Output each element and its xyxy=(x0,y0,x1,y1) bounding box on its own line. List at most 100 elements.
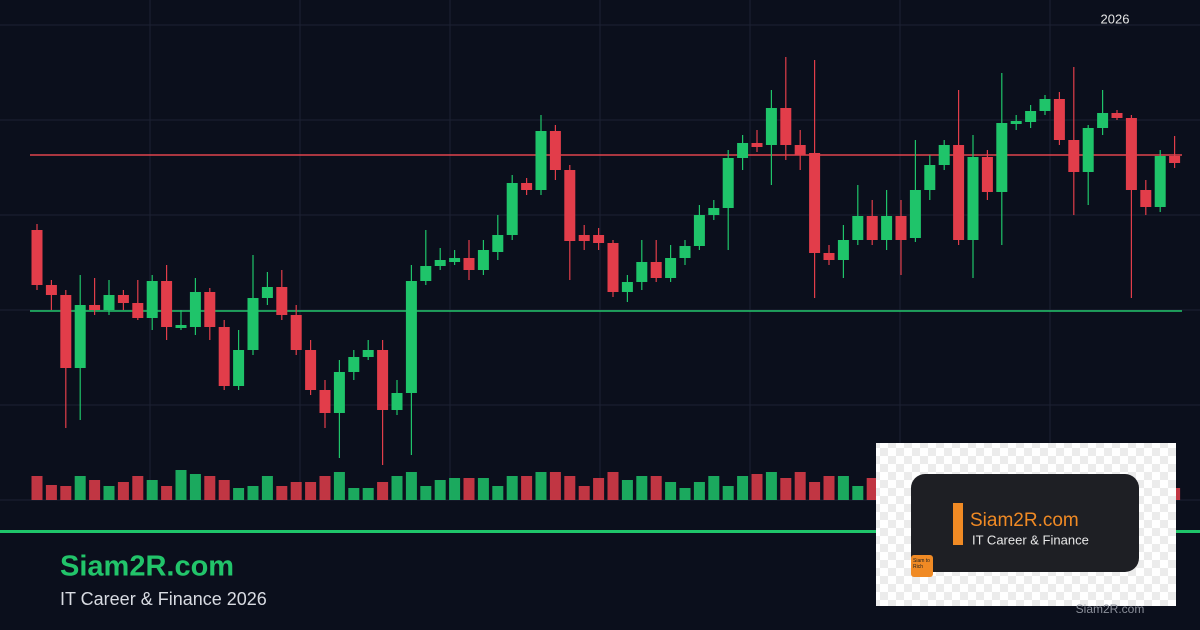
candle-body xyxy=(189,292,201,327)
candle-body xyxy=(650,262,662,278)
candle-body xyxy=(74,305,86,368)
candle-body xyxy=(1169,156,1181,163)
candle-body xyxy=(506,183,518,235)
volume-bar xyxy=(449,478,461,500)
volume-bar xyxy=(434,480,446,500)
candle-body xyxy=(967,157,979,240)
candle-body xyxy=(938,145,950,165)
candle-body xyxy=(463,258,475,270)
volume-bar xyxy=(31,476,43,500)
candle-body xyxy=(247,298,259,350)
candle-body xyxy=(765,108,777,145)
volume-bar xyxy=(650,476,662,500)
volume-bar xyxy=(233,488,245,500)
candle-body xyxy=(693,215,705,246)
volume-bar xyxy=(89,480,101,500)
volume-bar xyxy=(636,476,648,500)
candle-body xyxy=(60,295,72,368)
volume-bar xyxy=(506,476,518,500)
volume-bar xyxy=(333,472,345,500)
volume-bar xyxy=(45,485,57,500)
candle-body xyxy=(276,287,288,315)
volume-bar xyxy=(751,474,763,500)
candle-body xyxy=(564,170,576,241)
candle-body xyxy=(1154,156,1166,207)
candle-body xyxy=(434,260,446,266)
candle-body xyxy=(1111,113,1123,118)
card-icon: Siam to Rich xyxy=(913,558,930,570)
candle-body xyxy=(362,350,374,357)
volume-bar xyxy=(146,480,158,500)
volume-bar xyxy=(492,486,504,500)
candle-body xyxy=(305,350,317,390)
volume-bar xyxy=(852,486,864,500)
candle-body xyxy=(333,372,345,413)
candle-body xyxy=(377,350,389,410)
candle-body xyxy=(593,235,605,243)
candle-body xyxy=(146,281,158,318)
volume-bar xyxy=(477,478,489,500)
candle-body xyxy=(1140,190,1152,207)
candle-body xyxy=(45,285,57,295)
candle-body xyxy=(679,246,691,258)
volume-bar xyxy=(593,478,605,500)
candle-body xyxy=(722,158,734,208)
candle-body xyxy=(823,253,835,260)
volume-bar xyxy=(362,488,374,500)
volume-bar xyxy=(261,476,273,500)
candle-body xyxy=(549,131,561,170)
candle-body xyxy=(132,303,144,318)
volume-bar xyxy=(837,476,849,500)
candle-body xyxy=(175,325,187,328)
volume-bar xyxy=(535,472,547,500)
candle-body xyxy=(449,258,461,262)
candle-body xyxy=(319,390,331,413)
candle-body xyxy=(1125,118,1137,190)
candle-body xyxy=(909,190,921,238)
volume-bar xyxy=(117,482,129,500)
volume-bar xyxy=(607,472,619,500)
candle-body xyxy=(665,258,677,278)
candle-body xyxy=(578,235,590,241)
candle-body xyxy=(607,243,619,292)
volume-bar xyxy=(708,476,720,500)
candle-body xyxy=(981,157,993,192)
candle-body xyxy=(895,216,907,240)
brand-name: Siam2R.com xyxy=(60,551,234,583)
candle-body xyxy=(621,282,633,292)
candle-body xyxy=(809,153,821,253)
volume-bar xyxy=(175,470,187,500)
volume-bar xyxy=(290,482,302,500)
volume-bar xyxy=(737,476,749,500)
candle-body xyxy=(261,287,273,298)
volume-bar xyxy=(780,478,792,500)
candle-body xyxy=(866,216,878,240)
volume-bar xyxy=(665,482,677,500)
volume-bar xyxy=(319,476,331,500)
candle-body xyxy=(348,357,360,372)
brand-tagline: IT Career & Finance 2026 xyxy=(60,589,267,609)
candle-body xyxy=(780,108,792,145)
volume-bar xyxy=(765,472,777,500)
candle-body xyxy=(477,250,489,270)
volume-bar xyxy=(74,476,86,500)
divider xyxy=(0,530,1200,533)
volume-bar xyxy=(463,478,475,500)
volume-bar xyxy=(823,476,835,500)
card-tagline: IT Career & Finance xyxy=(972,532,1089,547)
candle-body xyxy=(852,216,864,240)
candle-body xyxy=(636,262,648,282)
volume-bar xyxy=(132,476,144,500)
volume-bar xyxy=(722,486,734,500)
candle-body xyxy=(218,327,230,386)
candle-body xyxy=(233,350,245,386)
candle-body xyxy=(89,305,101,310)
volume-bar xyxy=(866,478,878,500)
candle-body xyxy=(924,165,936,190)
volume-bar xyxy=(693,482,705,500)
candle-body xyxy=(492,235,504,252)
volume-bar xyxy=(161,486,173,500)
candle-body xyxy=(535,131,547,190)
candle-body xyxy=(751,143,763,147)
